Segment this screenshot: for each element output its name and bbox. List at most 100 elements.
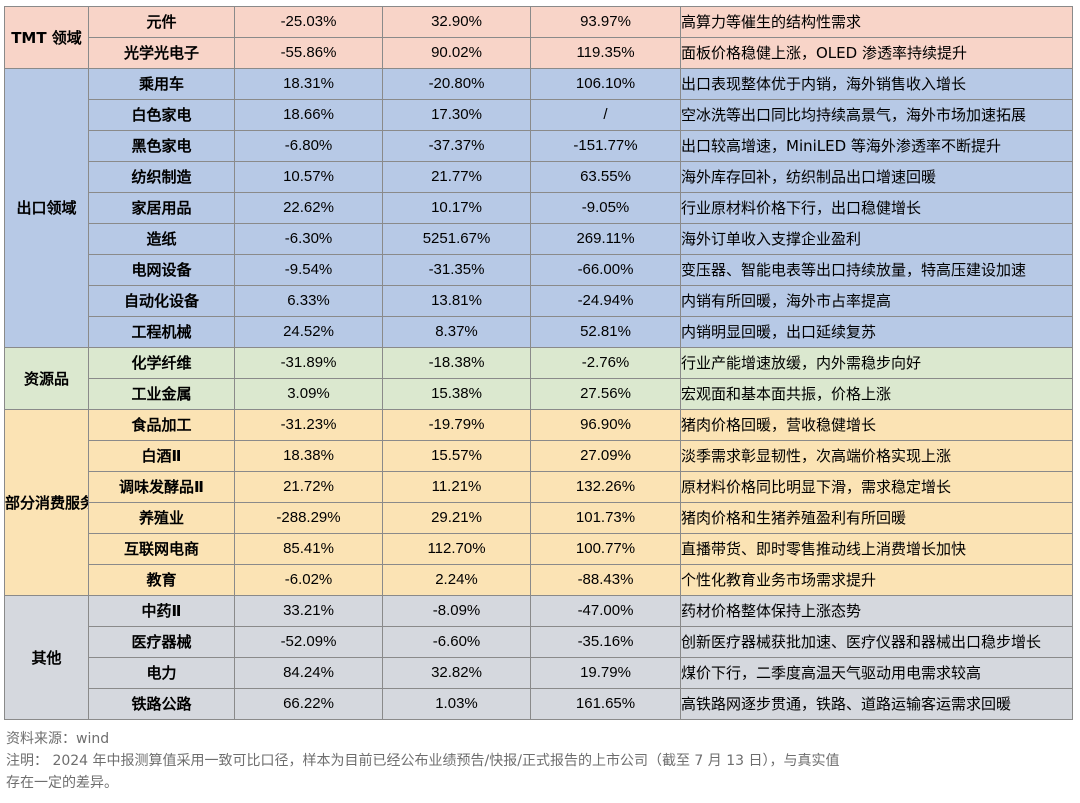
description: 宏观面和基本面共振，价格上涨 [680, 378, 1073, 410]
value-1: -25.03% [234, 6, 383, 38]
value-2: -8.09% [382, 595, 531, 627]
value-2: 17.30% [382, 99, 531, 131]
value-1: -6.30% [234, 223, 383, 255]
value-1: -6.02% [234, 564, 383, 596]
description: 高算力等催生的结构性需求 [680, 6, 1073, 38]
industry-name: 电力 [88, 657, 235, 689]
table-row: 医疗器械 -52.09% -6.60% -35.16% 创新医疗器械获批加速、医… [5, 626, 1073, 658]
description: 药材价格整体保持上涨态势 [680, 595, 1073, 627]
value-3: 101.73% [530, 502, 681, 534]
value-2: 32.82% [382, 657, 531, 689]
value-2: 90.02% [382, 37, 531, 69]
value-2: 112.70% [382, 533, 531, 565]
value-3: 161.65% [530, 688, 681, 720]
industry-name: 白酒Ⅱ [88, 440, 235, 472]
table-row: 部分消费服务 食品加工 -31.23% -19.79% 96.90% 猪肉价格回… [4, 409, 1073, 596]
value-2: -20.80% [382, 68, 531, 100]
description: 淡季需求彰显韧性，次高端价格实现上涨 [680, 440, 1073, 472]
disclaimer-line-2: 存在一定的差异。 [6, 775, 118, 791]
description: 内销明显回暖，出口延续复苏 [680, 316, 1073, 348]
value-1: -31.23% [234, 409, 383, 441]
description: 海外订单收入支撑企业盈利 [680, 223, 1073, 255]
value-3: -47.00% [530, 595, 681, 627]
description: 原材料价格同比明显下滑，需求稳定增长 [680, 471, 1073, 503]
description: 内销有所回暖，海外市占率提高 [680, 285, 1073, 317]
table-row: 自动化设备 6.33% 13.81% -24.94% 内销有所回暖，海外市占率提… [5, 285, 1073, 317]
table-row: 工业金属 3.09% 15.38% 27.56% 宏观面和基本面共振，价格上涨 [5, 378, 1073, 410]
table-row: 光学光电子 -55.86% 90.02% 119.35% 面板价格稳健上涨，OL… [5, 37, 1073, 69]
value-1: -52.09% [234, 626, 383, 658]
value-2: 15.38% [382, 378, 531, 410]
value-3: 63.55% [530, 161, 681, 193]
description: 猪肉价格和生猪养殖盈利有所回暖 [680, 502, 1073, 534]
value-3: 269.11% [530, 223, 681, 255]
value-2: -6.60% [382, 626, 531, 658]
value-2: 10.17% [382, 192, 531, 224]
table-row: 工程机械 24.52% 8.37% 52.81% 内销明显回暖，出口延续复苏 [5, 316, 1073, 348]
industry-name: 工业金属 [88, 378, 235, 410]
table-row: 教育 -6.02% 2.24% -88.43% 个性化教育业务市场需求提升 [5, 564, 1073, 596]
value-2: 5251.67% [382, 223, 531, 255]
description: 行业原材料价格下行，出口稳健增长 [680, 192, 1073, 224]
description: 出口较高增速，MiniLED 等海外渗透率不断提升 [680, 130, 1073, 162]
value-1: -9.54% [234, 254, 383, 286]
value-1: 21.72% [234, 471, 383, 503]
value-1: 24.52% [234, 316, 383, 348]
value-3: -35.16% [530, 626, 681, 658]
table-row: 造纸 -6.30% 5251.67% 269.11% 海外订单收入支撑企业盈利 [5, 223, 1073, 255]
description: 出口表现整体优于内销，海外销售收入增长 [680, 68, 1073, 100]
table-row: 电力 84.24% 32.82% 19.79% 煤价下行，二季度高温天气驱动用电… [5, 657, 1073, 689]
value-1: 22.62% [234, 192, 383, 224]
industry-name: 调味发酵品Ⅱ [88, 471, 235, 503]
value-1: 33.21% [234, 595, 383, 627]
value-3: -88.43% [530, 564, 681, 596]
industry-name: 医疗器械 [88, 626, 235, 658]
value-2: 13.81% [382, 285, 531, 317]
value-3: 119.35% [530, 37, 681, 69]
table-row: 其他 中药Ⅱ 33.21% -8.09% -47.00% 药材价格整体保持上涨态… [4, 595, 1073, 720]
table-row: 家居用品 22.62% 10.17% -9.05% 行业原材料价格下行，出口稳健… [5, 192, 1073, 224]
table-row: 白色家电 18.66% 17.30% / 空冰洗等出口同比均持续高景气，海外市场… [5, 99, 1073, 131]
industry-name: 铁路公路 [88, 688, 235, 720]
value-2: 8.37% [382, 316, 531, 348]
disclaimer-line-1: 注明： 2024 年中报测算值采用一致可比口径，样本为目前已经公布业绩预告/快报… [6, 753, 840, 769]
industry-name: 元件 [88, 6, 235, 38]
value-3: 96.90% [530, 409, 681, 441]
value-2: 15.57% [382, 440, 531, 472]
description: 猪肉价格回暖，营收稳健增长 [680, 409, 1073, 441]
table-row: 白酒Ⅱ 18.38% 15.57% 27.09% 淡季需求彰显韧性，次高端价格实… [5, 440, 1073, 472]
value-3: 19.79% [530, 657, 681, 689]
table-row: 黑色家电 -6.80% -37.37% -151.77% 出口较高增速，Mini… [5, 130, 1073, 162]
value-3: -66.00% [530, 254, 681, 286]
source-note: 资料来源：wind [6, 731, 110, 747]
industry-name: 纺织制造 [88, 161, 235, 193]
group-label-resource: 资源品 [4, 347, 89, 410]
value-1: -288.29% [234, 502, 383, 534]
table-row: TMT 领域 元件 -25.03% 32.90% 93.97% 高算力等催生的结… [4, 6, 1073, 69]
table-row: 资源品 化学纤维 -31.89% -18.38% -2.76% 行业产能增速放缓… [4, 347, 1073, 410]
value-3: -151.77% [530, 130, 681, 162]
industry-name: 电网设备 [88, 254, 235, 286]
value-3: 106.10% [530, 68, 681, 100]
industry-name: 互联网电商 [88, 533, 235, 565]
description: 高铁路网逐步贯通，铁路、道路运输客运需求回暖 [680, 688, 1073, 720]
table-row: 养殖业 -288.29% 29.21% 101.73% 猪肉价格和生猪养殖盈利有… [5, 502, 1073, 534]
group-label-other: 其他 [4, 595, 89, 720]
value-2: -19.79% [382, 409, 531, 441]
industry-table: TMT 领域 元件 -25.03% 32.90% 93.97% 高算力等催生的结… [4, 6, 1073, 720]
description: 行业产能增速放缓，内外需稳步向好 [680, 347, 1073, 379]
table-row: 调味发酵品Ⅱ 21.72% 11.21% 132.26% 原材料价格同比明显下滑… [5, 471, 1073, 503]
table-row: 纺织制造 10.57% 21.77% 63.55% 海外库存回补，纺织制品出口增… [5, 161, 1073, 193]
value-1: 10.57% [234, 161, 383, 193]
description: 煤价下行，二季度高温天气驱动用电需求较高 [680, 657, 1073, 689]
footnotes: 资料来源：wind 注明： 2024 年中报测算值采用一致可比口径，样本为目前已… [6, 728, 1074, 794]
value-1: -31.89% [234, 347, 383, 379]
value-1: 18.66% [234, 99, 383, 131]
value-1: 66.22% [234, 688, 383, 720]
value-1: 6.33% [234, 285, 383, 317]
value-3: 93.97% [530, 6, 681, 38]
value-1: 18.31% [234, 68, 383, 100]
value-2: 21.77% [382, 161, 531, 193]
value-2: 11.21% [382, 471, 531, 503]
value-2: 2.24% [382, 564, 531, 596]
